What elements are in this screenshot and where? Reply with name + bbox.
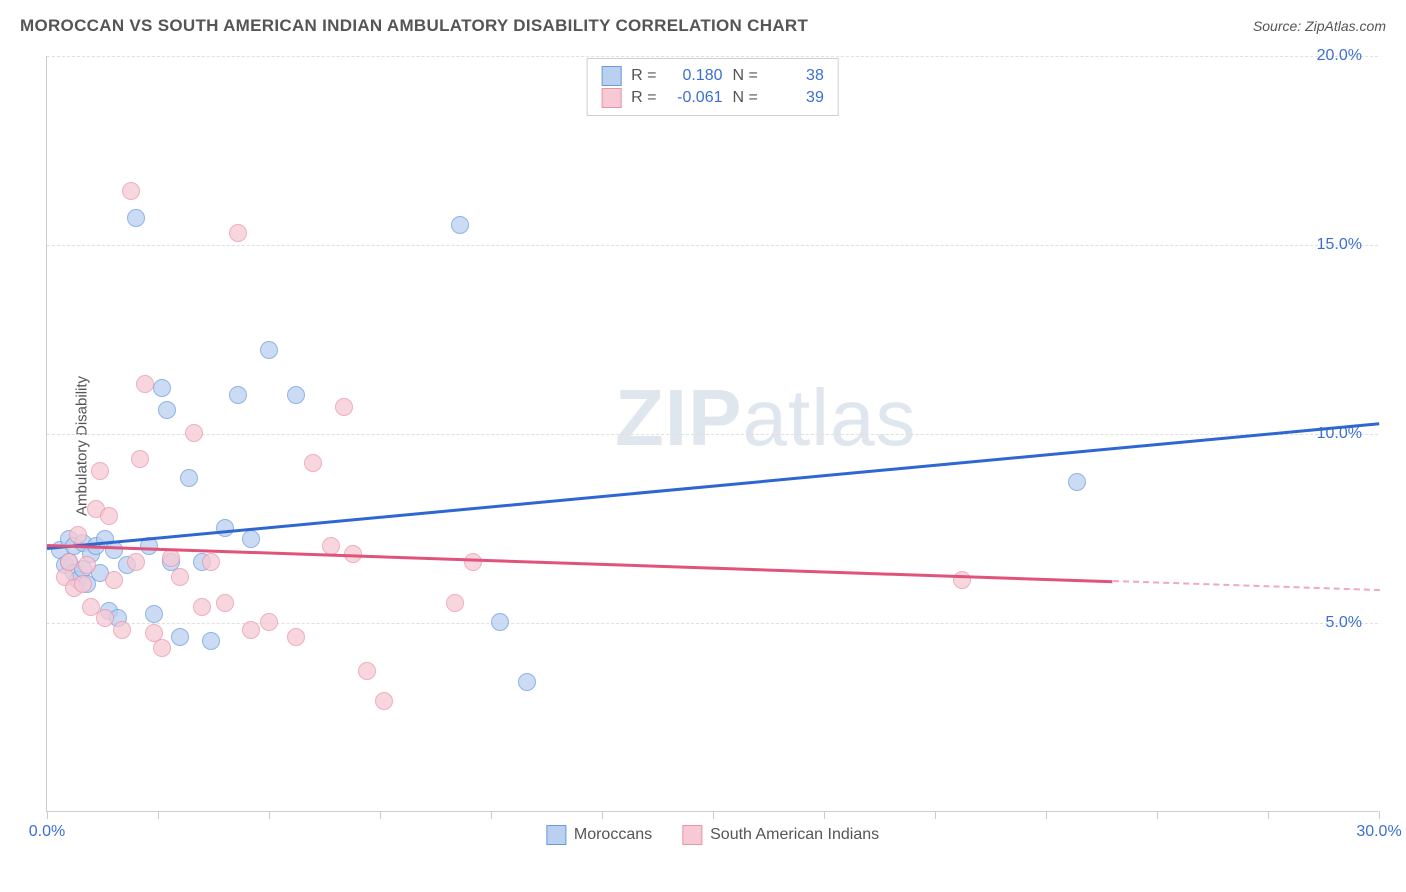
- stats-r-0: 0.180: [667, 67, 723, 85]
- x-tick: [380, 811, 381, 819]
- data-point: [193, 598, 211, 616]
- data-point: [78, 556, 96, 574]
- data-point: [171, 628, 189, 646]
- y-tick-label: 5.0%: [1326, 614, 1362, 632]
- data-point: [153, 379, 171, 397]
- data-point: [60, 553, 78, 571]
- data-point: [1068, 473, 1086, 491]
- data-point: [185, 424, 203, 442]
- data-point: [105, 571, 123, 589]
- data-point: [491, 613, 509, 631]
- gridline: [47, 56, 1378, 57]
- data-point: [451, 216, 469, 234]
- data-point: [216, 594, 234, 612]
- data-point: [158, 401, 176, 419]
- y-tick-label: 20.0%: [1317, 47, 1362, 65]
- trend-line: [1113, 580, 1379, 591]
- x-tick: [1379, 811, 1380, 819]
- data-point: [100, 507, 118, 525]
- x-tick: [158, 811, 159, 819]
- watermark: ZIPatlas: [615, 372, 916, 464]
- trend-line: [47, 423, 1379, 550]
- gridline: [47, 245, 1378, 246]
- data-point: [131, 450, 149, 468]
- data-point: [171, 568, 189, 586]
- stats-n-label: N =: [733, 67, 758, 85]
- data-point: [304, 454, 322, 472]
- data-point: [229, 386, 247, 404]
- data-point: [127, 209, 145, 227]
- data-point: [464, 553, 482, 571]
- legend-label-0: Moroccans: [574, 826, 652, 844]
- stats-n-0: 38: [768, 67, 824, 85]
- x-tick: [491, 811, 492, 819]
- data-point: [74, 575, 92, 593]
- x-tick: [1268, 811, 1269, 819]
- data-point: [260, 613, 278, 631]
- stats-r-label: R =: [631, 89, 656, 107]
- series-swatch-1: [601, 88, 621, 108]
- x-tick: [602, 811, 603, 819]
- plot-area: ZIPatlas R = 0.180 N = 38 R = -0.061 N =…: [46, 56, 1378, 812]
- data-point: [358, 662, 376, 680]
- data-point: [446, 594, 464, 612]
- x-tick-label: 0.0%: [29, 823, 65, 841]
- stats-n-label: N =: [733, 89, 758, 107]
- x-tick: [269, 811, 270, 819]
- data-point: [229, 224, 247, 242]
- data-point: [180, 469, 198, 487]
- data-point: [202, 553, 220, 571]
- data-point: [162, 549, 180, 567]
- stats-r-1: -0.061: [667, 89, 723, 107]
- y-tick-label: 15.0%: [1317, 236, 1362, 254]
- data-point: [287, 628, 305, 646]
- data-point: [375, 692, 393, 710]
- x-tick: [1046, 811, 1047, 819]
- data-point: [145, 605, 163, 623]
- stats-legend: R = 0.180 N = 38 R = -0.061 N = 39: [586, 58, 839, 116]
- data-point: [153, 639, 171, 657]
- series-swatch-0: [601, 66, 621, 86]
- data-point: [91, 462, 109, 480]
- data-point: [335, 398, 353, 416]
- data-point: [242, 530, 260, 548]
- legend-swatch-1: [682, 825, 702, 845]
- x-tick: [1157, 811, 1158, 819]
- bottom-legend: Moroccans South American Indians: [546, 825, 879, 845]
- data-point: [96, 609, 114, 627]
- data-point: [260, 341, 278, 359]
- x-tick: [824, 811, 825, 819]
- data-point: [105, 541, 123, 559]
- data-point: [242, 621, 260, 639]
- gridline: [47, 434, 1378, 435]
- data-point: [518, 673, 536, 691]
- data-point: [216, 519, 234, 537]
- chart-source: Source: ZipAtlas.com: [1253, 18, 1386, 34]
- data-point: [136, 375, 154, 393]
- data-point: [127, 553, 145, 571]
- chart-title: MOROCCAN VS SOUTH AMERICAN INDIAN AMBULA…: [20, 16, 808, 36]
- legend-label-1: South American Indians: [710, 826, 879, 844]
- data-point: [69, 526, 87, 544]
- legend-swatch-0: [546, 825, 566, 845]
- data-point: [113, 621, 131, 639]
- x-tick: [47, 811, 48, 819]
- x-tick: [935, 811, 936, 819]
- data-point: [202, 632, 220, 650]
- data-point: [122, 182, 140, 200]
- data-point: [287, 386, 305, 404]
- x-tick: [713, 811, 714, 819]
- x-tick-label: 30.0%: [1356, 823, 1401, 841]
- stats-n-1: 39: [768, 89, 824, 107]
- stats-r-label: R =: [631, 67, 656, 85]
